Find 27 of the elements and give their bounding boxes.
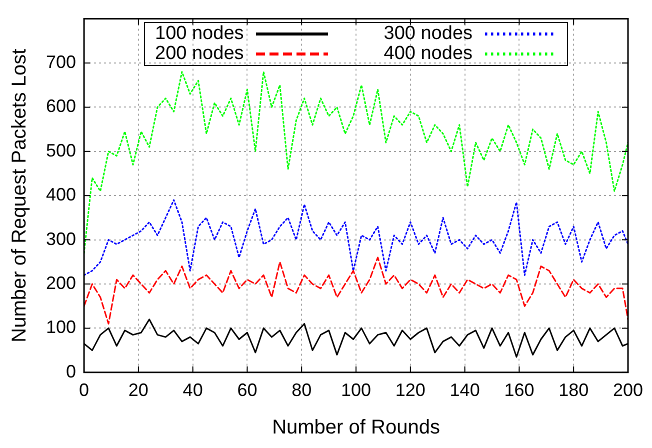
y-tick-label: 200 <box>46 272 76 293</box>
x-tick-label: 100 <box>340 380 372 400</box>
x-tick-label: 140 <box>450 380 480 400</box>
x-tick-label: 0 <box>79 380 90 400</box>
y-tick-label: 500 <box>46 140 76 160</box>
legend-label: 100 nodes <box>155 22 244 45</box>
legend-label: 300 nodes <box>384 22 473 45</box>
x-tick-label: 180 <box>558 380 589 400</box>
x-tick-label: 80 <box>292 380 312 400</box>
y-tick-label: 100 <box>46 317 76 338</box>
x-tick-label: 20 <box>128 380 148 400</box>
x-tick-label: 40 <box>182 380 203 400</box>
legend-label: 400 nodes <box>384 42 473 65</box>
line-series <box>84 256 628 325</box>
y-tick-label: 400 <box>46 184 76 205</box>
y-tick-label: 600 <box>46 96 76 116</box>
y-axis-title: Number of Request Packets Lost <box>8 48 31 342</box>
y-tick-label: 700 <box>46 52 76 72</box>
x-axis-title: Number of Rounds <box>272 416 440 439</box>
x-tick-label: 120 <box>395 380 426 400</box>
y-tick-label: 300 <box>46 228 76 249</box>
x-tick-label: 60 <box>237 380 258 400</box>
x-tick-label: 160 <box>504 380 534 400</box>
legend-label: 200 nodes <box>155 42 244 65</box>
line-series <box>84 199 628 276</box>
x-tick-label: 200 <box>612 380 644 400</box>
y-tick-label: 0 <box>66 361 76 382</box>
